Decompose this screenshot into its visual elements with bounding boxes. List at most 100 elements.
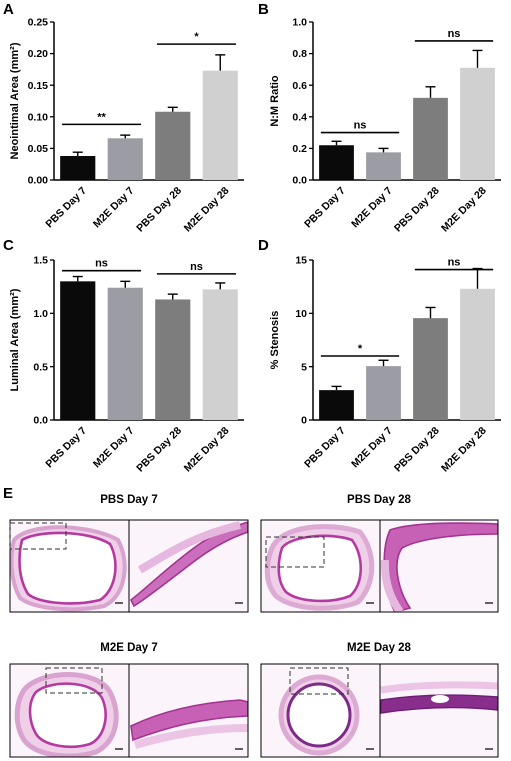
x-tick-label: M2E Day 28 xyxy=(182,425,232,475)
histology-m2e-day-28 xyxy=(260,663,499,758)
significance-label: ns xyxy=(354,120,367,132)
y-tick-label: 0 xyxy=(301,415,307,427)
significance-label: ns xyxy=(448,28,461,40)
bar-pbs-day-7 xyxy=(60,155,96,180)
x-tick-label: PBS Day 7 xyxy=(43,425,89,471)
panel-letter-e: E xyxy=(3,485,13,502)
bar-pbs-day-28 xyxy=(413,318,448,420)
bar-m2e-day-28 xyxy=(460,288,495,420)
vessel-media xyxy=(28,682,107,748)
panel-letter-d: D xyxy=(258,237,269,254)
y-tick-label: 0.5 xyxy=(33,361,48,373)
histology-title-pbs-day-28: PBS Day 28 xyxy=(347,494,412,506)
y-tick-label: 1.5 xyxy=(33,255,48,267)
bar-pbs-day-28 xyxy=(155,111,191,180)
bar-pbs-day-7 xyxy=(319,390,354,420)
significance-label: * xyxy=(358,343,363,355)
y-axis-label: % Stenosis xyxy=(269,311,281,370)
x-tick-label: PBS Day 7 xyxy=(43,185,89,231)
y-tick-label: 0.6 xyxy=(292,80,307,92)
significance-label: ns xyxy=(95,258,108,270)
x-tick-label: PBS Day 28 xyxy=(392,425,442,475)
vessel-gap xyxy=(431,695,449,703)
bar-m2e-day-7 xyxy=(366,366,401,420)
vessel-wall-zoom xyxy=(130,699,248,742)
x-tick-label: M2E Day 7 xyxy=(91,425,137,471)
significance-label: * xyxy=(194,31,199,43)
vessel-adventitia-zoom xyxy=(380,559,404,612)
x-tick-label: M2E Day 28 xyxy=(182,185,232,235)
histology-m2e-day-7 xyxy=(9,663,249,758)
bar-m2e-day-28 xyxy=(460,67,495,180)
panel-letter-c: C xyxy=(3,237,14,254)
y-tick-label: 0.0 xyxy=(33,415,48,427)
vessel-media xyxy=(18,531,117,605)
vessel-wall-zoom xyxy=(129,521,248,608)
histology-pbs-day-28 xyxy=(260,519,499,613)
vessel-adventitia-zoom xyxy=(133,724,248,749)
bar-m2e-day-7 xyxy=(107,287,143,420)
histology-title-m2e-day-7: M2E Day 7 xyxy=(100,642,158,654)
vessel-adventitia-zoom xyxy=(380,681,498,694)
y-tick-label: 0.4 xyxy=(292,111,307,123)
x-tick-label: PBS Day 7 xyxy=(302,425,348,471)
y-tick-label: 0.05 xyxy=(28,143,49,155)
bar-m2e-day-28 xyxy=(202,70,238,180)
significance-label: ** xyxy=(97,111,106,123)
histology-panel: E PBS Day 7 PBS Day 28 M2E Day 7 M2E Day… xyxy=(3,485,499,758)
y-tick-label: 1.0 xyxy=(33,308,48,320)
bar-pbs-day-7 xyxy=(60,281,96,420)
y-tick-label: 0.25 xyxy=(28,17,49,29)
y-tick-label: 0.8 xyxy=(292,48,307,60)
bar-m2e-day-7 xyxy=(107,138,143,180)
chart-panel-c: C 0.0 0.5 1.0 1.5 Luminal Area (mm²) PBS Day 7… xyxy=(3,237,244,474)
y-tick-label: 15 xyxy=(295,255,307,267)
y-axis-label: Neointimal Area (mm²) xyxy=(9,42,21,159)
y-tick-label: 5 xyxy=(301,361,307,373)
zoom-region-box xyxy=(45,667,103,694)
bar-pbs-day-7 xyxy=(319,145,354,180)
zoom-region-box xyxy=(9,522,67,550)
vessel-wall-zoom xyxy=(380,694,498,714)
y-tick-label: 1.0 xyxy=(292,17,307,29)
x-tick-label: PBS Day 28 xyxy=(134,425,184,475)
vessel-media xyxy=(277,534,363,603)
y-tick-label: 0.20 xyxy=(28,48,49,60)
y-tick-label: 0.0 xyxy=(292,175,307,187)
y-tick-label: 0.15 xyxy=(28,80,49,92)
chart-panel-a: A 0.00 0.05 0.10 0.15 0.20 0.25 Neointimal Area… xyxy=(3,1,244,234)
significance-label: ns xyxy=(448,257,461,269)
panel-letter-a: A xyxy=(3,1,14,18)
bar-pbs-day-28 xyxy=(413,97,448,180)
vessel-media xyxy=(286,682,352,748)
y-tick-label: 10 xyxy=(295,308,307,320)
y-axis-label: Luminal Area (mm²) xyxy=(9,288,21,391)
y-tick-label: 0.00 xyxy=(28,175,49,187)
panel-letter-b: B xyxy=(258,1,269,18)
x-tick-label: M2E Day 7 xyxy=(349,425,395,471)
histology-title-m2e-day-28: M2E Day 28 xyxy=(347,642,412,654)
x-tick-label: PBS Day 7 xyxy=(302,185,348,231)
x-tick-label: M2E Day 7 xyxy=(349,185,395,231)
histology-pbs-day-7 xyxy=(9,519,249,613)
x-tick-label: M2E Day 28 xyxy=(439,185,489,235)
zoom-region-box xyxy=(265,536,325,568)
vessel-adventitia-zoom xyxy=(137,521,241,574)
bar-pbs-day-28 xyxy=(155,299,191,420)
x-tick-label: M2E Day 7 xyxy=(91,185,137,231)
zoom-region-box xyxy=(289,667,349,695)
y-tick-label: 0.2 xyxy=(292,143,307,155)
x-tick-label: PBS Day 28 xyxy=(134,185,184,235)
bar-m2e-day-28 xyxy=(202,289,238,420)
x-tick-label: PBS Day 28 xyxy=(392,185,442,235)
significance-label: ns xyxy=(190,261,203,273)
x-tick-label: M2E Day 28 xyxy=(439,425,489,475)
y-tick-label: 0.10 xyxy=(28,111,49,123)
histology-title-pbs-day-7: PBS Day 7 xyxy=(100,494,158,506)
y-axis-label: N:M Ratio xyxy=(269,75,281,127)
bar-m2e-day-7 xyxy=(366,152,401,180)
